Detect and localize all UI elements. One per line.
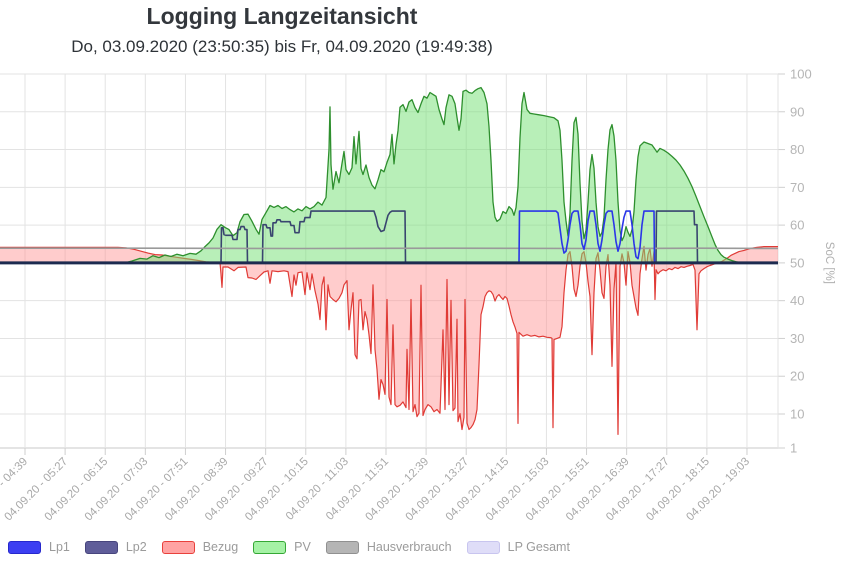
y-tick-label: 60	[790, 218, 804, 233]
legend-label: Lp1	[49, 540, 70, 554]
bezug-area	[0, 246, 778, 435]
legend-label: Lp2	[125, 540, 147, 554]
legend-item-lp2[interactable]: Lp2	[84, 540, 147, 555]
legend-swatch-icon	[161, 541, 195, 554]
legend-label: Bezug	[202, 540, 239, 554]
legend-swatch-icon	[84, 541, 118, 554]
legend-item-lp-gesamt[interactable]: LP Gesamt	[466, 540, 570, 555]
y-axis-title: SoC [%]	[823, 242, 835, 284]
legend-item-lp1[interactable]: Lp1	[8, 540, 70, 555]
legend-label: Hausverbrauch	[366, 540, 452, 554]
date-range-subtitle: Do, 03.09.2020 (23:50:35) bis Fr, 04.09.…	[71, 37, 493, 56]
legend-swatch-icon	[253, 541, 287, 554]
lp1-line	[0, 210, 778, 264]
legend-label: LP Gesamt	[507, 540, 570, 554]
legend-swatch-icon	[325, 541, 359, 554]
y-tick-label: 20	[790, 369, 804, 384]
legend-item-pv[interactable]: PV	[253, 540, 311, 555]
y-tick-label: 40	[790, 293, 804, 308]
chart-legend: Lp1 Lp2 Bezug PV Hausverbrauch LP Gesamt	[8, 540, 585, 555]
y-tick-label: 30	[790, 331, 804, 346]
y-tick-label: 10	[790, 407, 804, 422]
legend-swatch-icon	[8, 541, 41, 554]
legend-label: PV	[294, 540, 311, 554]
legend-item-hausverbrauch[interactable]: Hausverbrauch	[325, 540, 452, 555]
legend-item-bezug[interactable]: Bezug	[161, 540, 239, 555]
legend-swatch-icon	[466, 541, 500, 554]
y-tick-label: 90	[790, 104, 804, 119]
y-tick-label: 50	[790, 255, 804, 270]
page-title: Logging Langzeitansicht	[146, 3, 418, 29]
pv-line	[0, 86, 778, 264]
y-tick-label: 100	[790, 67, 812, 82]
y-tick-label: 70	[790, 180, 804, 195]
y-tick-label: 1	[790, 441, 797, 456]
pv-area	[0, 87, 778, 263]
lp1-line	[518, 210, 656, 263]
y-tick-label: 80	[790, 142, 804, 157]
